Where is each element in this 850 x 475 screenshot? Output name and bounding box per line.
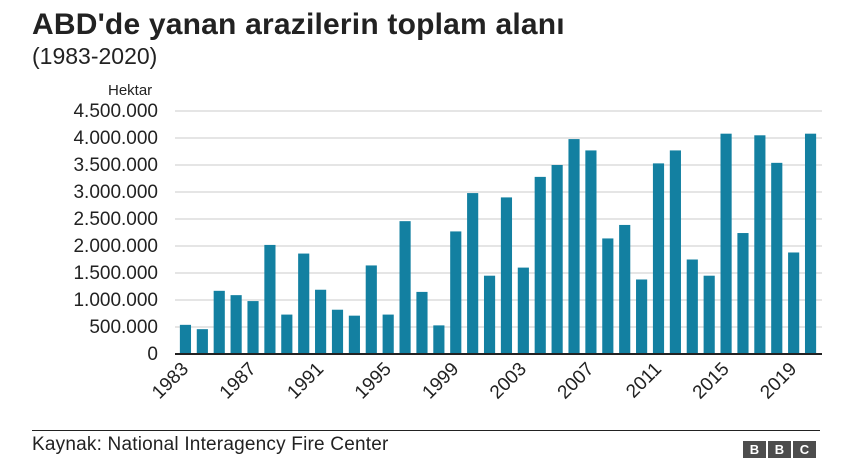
y-tick-label: 1.000.000	[73, 290, 158, 311]
bar-2020	[804, 133, 817, 354]
bar-2016	[737, 233, 749, 354]
y-tick-label: 2.000.000	[73, 236, 158, 257]
gridlines	[175, 110, 822, 328]
bar-1984	[196, 329, 208, 354]
y-axis-label: Hektar	[108, 82, 152, 99]
bar-1988	[264, 244, 276, 354]
bar-1998	[433, 325, 445, 354]
bar-2015	[720, 133, 732, 354]
chart-subtitle: (1983-2020)	[32, 43, 158, 69]
logo-letter: B	[743, 441, 766, 458]
bar-1999	[450, 231, 462, 354]
bar-2005	[551, 165, 563, 354]
bar-2018	[771, 162, 783, 354]
bar-1995	[382, 314, 394, 354]
bar-2004	[534, 176, 546, 354]
bar-2010	[636, 279, 648, 354]
bar-1987	[247, 301, 259, 354]
x-tick-label: 2007	[554, 359, 599, 404]
logo-letter: B	[768, 441, 791, 458]
x-tick-label: 1999	[419, 359, 464, 404]
bar-2013	[686, 259, 698, 354]
chart-title: ABD'de yanan arazilerin toplam alanı	[32, 8, 565, 41]
bar-2014	[703, 275, 715, 354]
bar-2000	[467, 193, 479, 354]
x-tick-label: 1983	[148, 359, 193, 404]
bar-1996	[399, 221, 411, 354]
y-tick-label: 3.500.000	[73, 155, 158, 176]
x-tick-label: 2003	[486, 359, 531, 404]
bar-1997	[416, 291, 428, 354]
y-tick-label: 4.500.000	[73, 101, 158, 122]
x-tick-label: 1995	[351, 359, 396, 404]
bar-2001	[483, 275, 496, 354]
bar-2006	[568, 139, 580, 354]
bar-1989	[281, 314, 293, 354]
x-tick-label: 1987	[216, 359, 261, 404]
bar-1986	[230, 295, 242, 354]
bar-1994	[365, 265, 377, 354]
y-tick-label: 500.000	[89, 317, 158, 338]
bar-2017	[754, 135, 766, 354]
bar-2002	[500, 197, 513, 354]
bar-2012	[669, 150, 681, 354]
bar-2011	[652, 163, 665, 354]
logo-letter: C	[793, 441, 816, 458]
source-note: Kaynak: National Interagency Fire Center	[32, 434, 389, 455]
y-tick-label: 4.000.000	[73, 128, 158, 149]
footer-divider	[32, 430, 820, 431]
bar-2003	[517, 267, 529, 354]
bar-1993	[348, 315, 360, 354]
x-tick-label: 2019	[756, 359, 801, 404]
bars	[179, 133, 817, 354]
x-tick-label: 2011	[622, 359, 666, 403]
y-tick-label: 2.500.000	[73, 209, 158, 230]
x-tick-label: 2015	[689, 359, 734, 404]
bar-2009	[619, 224, 631, 354]
y-tick-label: 3.000.000	[73, 182, 158, 203]
x-axis-ticks: 1983 1987 1991 1995 1999 2003 2007 2011 2015 2019	[148, 359, 801, 404]
bar-1983	[179, 324, 192, 354]
y-tick-label: 1.500.000	[73, 263, 158, 284]
bar-1991	[315, 289, 327, 354]
bbc-logo: B B C	[743, 441, 816, 458]
y-axis-ticks: 0 500.000 1.000.000 1.500.000 2.000.000 2.500…	[73, 101, 158, 365]
bar-chart: 0 500.000 1.000.000 1.500.000 2.000.000 2.500…	[73, 82, 822, 404]
bar-1985	[213, 290, 225, 354]
bar-1992	[331, 309, 344, 354]
bar-2007	[585, 150, 597, 354]
y-tick-label: 0	[147, 344, 158, 365]
x-tick-label: 1991	[283, 359, 328, 404]
bar-2008	[602, 238, 614, 354]
bar-2019	[788, 252, 800, 354]
bar-1990	[298, 253, 310, 354]
